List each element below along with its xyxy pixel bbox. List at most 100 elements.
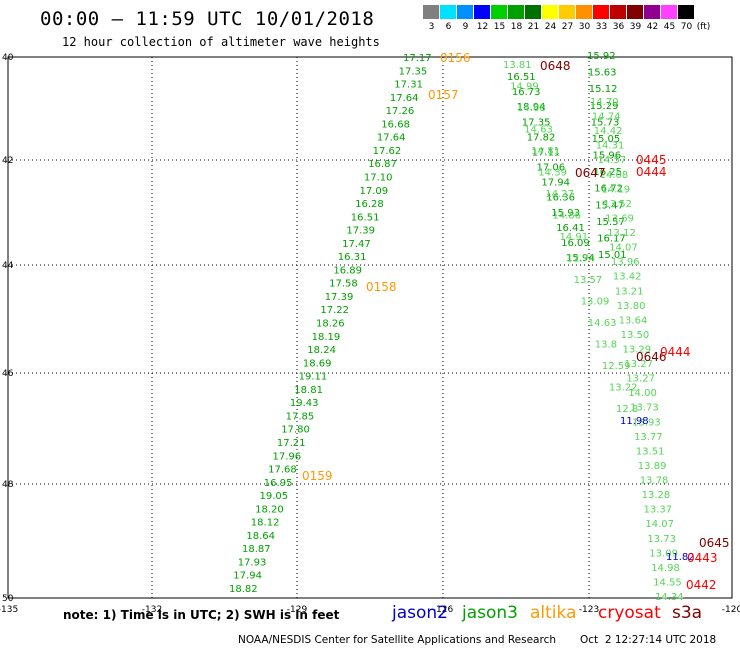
jason3-swh-value: 17.93	[238, 558, 267, 569]
jason3-swh-value: 15.47	[595, 200, 624, 211]
jason3-swh-value-light: 13.27	[626, 374, 655, 385]
jason3-swh-value: 17.21	[277, 438, 306, 449]
color-scale-cell	[678, 5, 695, 19]
jason3-swh-value: 15.29	[590, 101, 619, 112]
color-scale-cell	[423, 5, 440, 19]
lat-tick-label: 44	[2, 261, 14, 271]
color-scale-cells	[423, 5, 712, 19]
jason3-swh-value: 17.64	[377, 133, 406, 144]
jason3-swh-value-light: 13.27	[624, 359, 653, 370]
jason3-swh-value: 18.64	[246, 531, 275, 542]
jason3-swh-value-light: 14.42	[594, 126, 623, 137]
color-scale-label: 39	[629, 22, 642, 32]
jason3-swh-value-light: 14.08	[517, 103, 546, 114]
jason3-swh-value: 18.26	[316, 319, 345, 330]
lat-tick-label: 46	[2, 369, 14, 379]
color-scale-label: 36	[612, 22, 625, 32]
jason3-swh-value: 17.68	[268, 465, 297, 476]
jason3-swh-value-light: 13.96	[611, 257, 640, 268]
color-scale-labels: 3 6 9 12 15 18 21 24 27 30 33 36 39 42 45 70 (ft)	[423, 22, 712, 32]
jason3-swh-value-light: 14.39	[538, 168, 567, 179]
color-scale-cell	[525, 5, 542, 19]
legend-cryosat: cryosat	[598, 603, 661, 623]
color-scale-label: 18	[510, 22, 523, 32]
jason3-swh-value: 16.17	[597, 233, 626, 244]
jason3-swh-value: 17.94	[541, 178, 570, 189]
color-scale-cell	[644, 5, 661, 19]
jason3-swh-value: 18.12	[251, 518, 280, 529]
color-scale-label: 33	[595, 22, 608, 32]
jason3-swh-value: 17.10	[364, 173, 393, 184]
lon-tick-label: -120	[722, 605, 740, 615]
legend-note: note: 1) Time is in UTC; 2) SWH is in fe…	[63, 608, 340, 622]
lon-tick-label: -129	[287, 605, 308, 615]
plot-frame	[7, 56, 733, 599]
jason3-swh-value-light: 12.8	[616, 404, 638, 415]
s3a-time-label: 0647	[575, 166, 606, 180]
lat-tick-label: 42	[2, 156, 13, 166]
jason3-swh-value: 16.51	[351, 212, 380, 223]
jason3-swh-value: 16.89	[333, 265, 362, 276]
jason3-swh-value: 17.39	[325, 292, 354, 303]
altika-time-label: 0157	[428, 88, 459, 102]
jason3-swh-value: 19.11	[299, 372, 328, 383]
jason3-swh-value-light: 12.74	[567, 254, 596, 265]
color-scale-cell	[457, 5, 474, 19]
jason3-swh-value: 15.63	[588, 68, 617, 79]
jason3-swh-value-light: 14.81	[531, 146, 560, 157]
jason3-swh-value: 15.05	[592, 134, 621, 145]
jason3-swh-value: 17.17	[403, 53, 432, 64]
jason3-swh-value: 16.51	[507, 72, 536, 83]
jason3-swh-value-light: 13.64	[619, 315, 648, 326]
jason3-swh-value: 19.05	[260, 491, 289, 502]
jason3-swh-value: 17.26	[386, 106, 415, 117]
jason3-swh-value-light: 14.74	[592, 112, 621, 123]
jason3-swh-value-light: 14.99	[510, 82, 539, 93]
jason3-swh-value: 18.69	[303, 358, 332, 369]
jason3-swh-value-light: 13.77	[634, 432, 663, 443]
jason3-swh-value-light: 13.37	[644, 505, 673, 516]
jason3-swh-value: 17.85	[286, 411, 315, 422]
color-scale-cell	[474, 5, 491, 19]
color-scale-label: 45	[663, 22, 676, 32]
jason3-swh-value-light: 13.09	[649, 548, 678, 559]
jason3-swh-value-light: 14.70	[590, 97, 619, 108]
jason3-swh-value-light: 13.52	[603, 199, 632, 210]
jason3-swh-value: 15.96	[593, 151, 622, 162]
lat-tick-label: 50	[2, 594, 14, 604]
color-scale-legend: 3 6 9 12 15 18 21 24 27 30 33 36 39 42 45 70 (ft)	[423, 5, 712, 32]
jason3-swh-value: 17.22	[320, 305, 349, 316]
jason3-swh-value-light: 14.07	[645, 519, 674, 530]
jason3-swh-value: 18.19	[312, 332, 341, 343]
color-scale-label: 12	[476, 22, 489, 32]
jason3-swh-value: 17.47	[342, 239, 371, 250]
jason3-swh-value-light: 14.31	[596, 141, 625, 152]
jason3-swh-value-light: 14.63	[588, 318, 617, 329]
jason3-swh-value: 15.12	[589, 84, 618, 95]
jason3-swh-value-light: 13.42	[613, 272, 642, 283]
jason3-swh-value: 17.31	[394, 80, 423, 91]
color-scale-label: 21	[527, 22, 540, 32]
jason3-swh-value: 15.94	[566, 253, 595, 264]
jason3-swh-value: 18.81	[294, 385, 323, 396]
jason3-swh-value: 17.62	[373, 146, 402, 157]
jason3-swh-value-light: 14.86	[552, 211, 581, 222]
altika-time-label: 0156	[440, 51, 471, 65]
jason3-swh-value: 18.24	[307, 345, 336, 356]
jason3-swh-value-light: 13.73	[630, 403, 659, 414]
jason3-swh-value-light: 13.57	[574, 275, 603, 286]
cryosat-time-label: 0445	[636, 153, 667, 167]
lat-tick-label: 48	[2, 480, 14, 490]
jason3-swh-value-light: 14.34	[655, 592, 684, 603]
jason3-swh-value: 19.43	[290, 398, 319, 409]
jason3-swh-value: 17.58	[329, 279, 358, 290]
jason3-swh-value-light: 13.21	[615, 286, 644, 297]
jason3-swh-value-light: 13.09	[581, 297, 610, 308]
jason3-swh-value: 17.09	[360, 186, 389, 197]
jason3-swh-value: 15.57	[596, 217, 625, 228]
jason2-swh-value: 11.98	[620, 416, 649, 427]
jason3-swh-value-light: 13.69	[605, 214, 634, 225]
s3a-time-label: 0648	[540, 59, 571, 73]
jason3-swh-value: 17.80	[281, 425, 310, 436]
jason3-swh-value: 15.92	[587, 51, 616, 62]
